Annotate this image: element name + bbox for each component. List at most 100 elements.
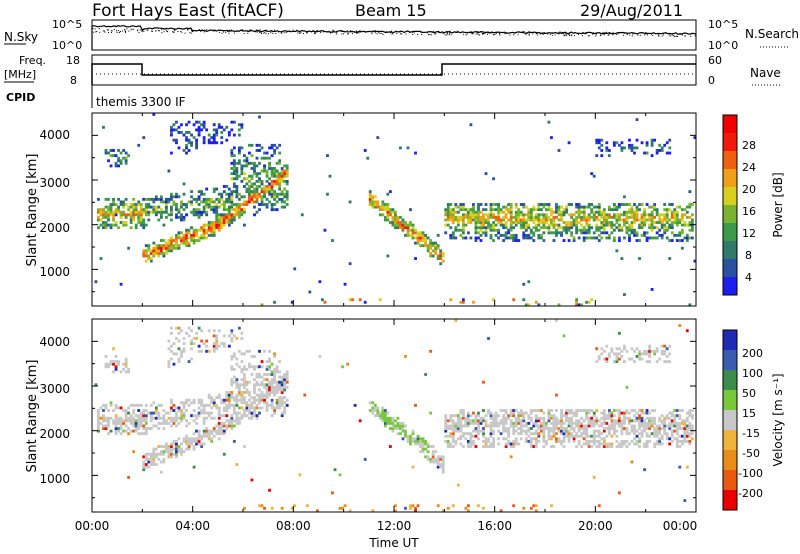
heatmap-cell: [514, 215, 518, 219]
heatmap-cell: [243, 159, 246, 163]
heatmap-cell: [159, 239, 163, 242]
heatmap-cell: [157, 218, 161, 222]
heatmap-cell: [567, 141, 571, 145]
heatmap-cell: [182, 208, 186, 212]
noise-dot: [435, 33, 437, 35]
noise-dot: [562, 32, 564, 34]
heatmap-cell: [149, 463, 153, 466]
heatmap-cell: [529, 236, 533, 240]
noise-dot: [256, 30, 258, 32]
noise-dot: [551, 34, 553, 36]
heatmap-cell: [230, 128, 234, 132]
heatmap-cell: [404, 223, 407, 227]
noise-dot: [596, 33, 598, 35]
heatmap-cell: [612, 223, 616, 227]
heatmap-cell: [248, 380, 251, 384]
heatmap-cell: [625, 221, 629, 224]
heatmap-cell: [537, 208, 541, 212]
heatmap-cell: [195, 128, 198, 132]
heatmap-cell: [139, 221, 143, 224]
heatmap-cell: [283, 169, 287, 173]
heatmap-cell: [625, 429, 629, 433]
heatmap-cell: [597, 434, 601, 438]
heatmap-cell: [572, 427, 576, 430]
heatmap-cell: [587, 445, 591, 448]
heatmap-cell: [524, 218, 528, 222]
heatmap-cell: [633, 218, 636, 222]
heatmap-cell: [650, 421, 654, 425]
heatmap-cell: [283, 375, 287, 379]
heatmap-cell: [534, 226, 538, 230]
heatmap-cell: [210, 197, 214, 201]
heatmap-cell: [487, 424, 490, 428]
heatmap-cell: [202, 120, 206, 124]
heatmap-cell: [253, 367, 256, 371]
beam-title: Beam 15: [355, 1, 427, 20]
heatmap-cell: [222, 334, 226, 338]
heatmap-cell: [222, 190, 226, 194]
heatmap-cell: [655, 347, 659, 351]
heatmap-cell: [142, 254, 146, 258]
heatmap-cell: [250, 396, 254, 400]
noise-dot: [128, 30, 130, 32]
heatmap-cell: [109, 223, 113, 227]
heatmap-cell: [275, 169, 279, 173]
heatmap-cell: [592, 414, 596, 418]
heatmap-cell: [263, 195, 266, 199]
heatmap-cell: [628, 442, 631, 446]
heatmap-cell: [519, 414, 523, 418]
heatmap-cell: [134, 421, 138, 425]
heatmap-cell: [547, 414, 551, 418]
heatmap-cell: [245, 349, 249, 353]
heatmap-cell: [232, 218, 236, 222]
heatmap-cell: [482, 427, 485, 430]
heatmap-cell: [572, 421, 576, 425]
heatmap-cell: [225, 391, 229, 394]
heatmap-cell: [127, 213, 131, 217]
heatmap-cell: [499, 208, 503, 212]
heatmap-cell: [628, 226, 631, 230]
heatmap-cell: [655, 231, 659, 235]
heatmap-cell: [149, 414, 153, 418]
noise-dot: [233, 32, 235, 34]
heatmap-cell: [197, 398, 201, 402]
heatmap-cell: [227, 391, 231, 394]
heatmap-cell: [688, 409, 692, 412]
heatmap-cell: [285, 373, 289, 376]
heatmap-cell: [557, 439, 561, 443]
heatmap-cell: [164, 246, 168, 250]
heatmap-cell: [489, 226, 493, 230]
heatmap-cell: [268, 190, 271, 194]
heatmap-cell: [665, 228, 669, 232]
power-cbtick-8: 8: [745, 249, 752, 262]
noise-dot: [219, 31, 221, 33]
heatmap-cell: [243, 396, 246, 400]
heatmap-cell: [660, 221, 664, 224]
heatmap-cell: [182, 403, 186, 407]
heatmap-cell: [617, 491, 621, 495]
heatmap-cell: [567, 419, 571, 423]
heatmap-cell: [482, 213, 485, 217]
noise-dot: [206, 29, 208, 31]
heatmap-cell: [371, 195, 375, 199]
heatmap-cell: [170, 442, 173, 446]
heatmap-cell: [567, 429, 571, 433]
noise-dot: [358, 32, 360, 34]
heatmap-cell: [230, 197, 234, 201]
heatmap-cell: [492, 223, 495, 227]
heatmap-cell: [635, 239, 639, 242]
heatmap-cell: [283, 396, 287, 400]
noise-dot: [601, 33, 603, 35]
heatmap-cell: [159, 195, 163, 199]
noise-dot: [257, 29, 259, 31]
heatmap-cell: [532, 208, 536, 212]
noise-dot: [280, 32, 282, 34]
heatmap-cell: [426, 249, 430, 253]
heatmap-cell: [263, 383, 266, 387]
heatmap-cell: [137, 200, 141, 204]
heatmap-cell: [217, 421, 221, 425]
heatmap-cell: [280, 401, 284, 405]
heatmap-cell: [235, 203, 239, 206]
heatmap-cell: [175, 141, 178, 145]
heatmap-cell: [640, 357, 644, 361]
